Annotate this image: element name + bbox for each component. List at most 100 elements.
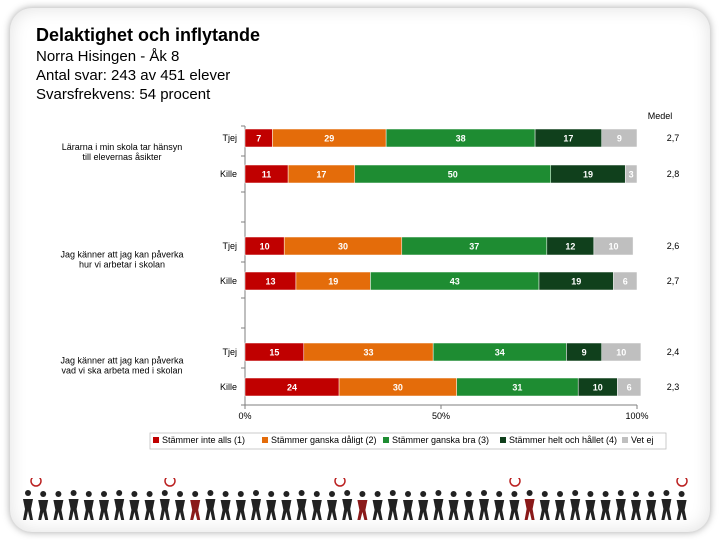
bar-segment [617,377,642,397]
bar-value-label: 7 [256,134,261,144]
target-marker [509,478,521,487]
target-marker [676,478,688,487]
legend-label: Stämmer helt och hållet (4) [509,435,617,445]
person-silhouette [23,490,33,520]
person-silhouette [83,491,94,520]
legend-swatch [622,437,628,443]
bar-segment [593,236,634,256]
subtitle-school: Norra Hisingen - Åk 8 [36,48,180,65]
person-silhouette [296,490,307,520]
mean-value: 2,7 [667,133,680,143]
person-silhouette [585,491,596,520]
bar-value-label: 19 [571,277,581,287]
person-silhouette [327,491,337,520]
target-marker [334,478,346,487]
person-silhouette [676,491,687,520]
question-label: vad vi ska arbeta med i skolan [61,366,182,376]
person-silhouette [570,490,581,520]
row-label-tjej: Tjej [222,133,237,143]
person-silhouette [311,491,322,520]
bar-value-label: 33 [363,348,373,358]
legend-swatch [383,437,389,443]
legend-label: Stämmer inte alls (1) [162,435,245,445]
person-silhouette [38,491,49,520]
person-silhouette [479,490,489,520]
legend-box [149,432,667,450]
medel-header: Medel [648,111,673,121]
person-silhouette [220,491,231,520]
person-silhouette [661,490,672,520]
person-silhouette [600,491,611,520]
bar-value-label: 17 [316,170,326,180]
person-silhouette [235,491,246,520]
stacked-bar-chart: 0% 50% 100% Medel Lärarna i min skola tar hä… [60,111,680,450]
bar-value-label: 19 [583,170,593,180]
bar-value-label: 38 [456,134,466,144]
legend-label: Stämmer ganska dåligt (2) [271,435,377,445]
person-silhouette [448,491,459,520]
bar-value-label: 12 [565,242,575,252]
person-silhouette [509,491,520,520]
question-label: Jag känner att jag kan påverka [60,356,183,366]
bar-segment [601,342,642,362]
bar-segment [624,164,638,184]
person-silhouette [418,491,429,520]
question-label: Lärarna i min skola tar hänsyn [62,142,183,152]
bar-value-label: 15 [269,348,279,358]
mean-value: 2,3 [667,382,680,392]
row-label-tjej: Tjej [222,241,237,251]
bar-value-label: 17 [563,134,573,144]
person-silhouette [372,491,383,520]
person-silhouette [53,491,64,520]
slide: Delaktighet och inflytande Norra Hisinge… [10,8,710,532]
bar-value-label: 24 [287,383,297,393]
footer-decoration [23,478,688,520]
x-tick-label: 100% [625,411,648,421]
person-silhouette [539,491,550,520]
target-marker [164,478,176,487]
legend-label: Vet ej [631,435,654,445]
person-silhouette [555,491,565,520]
bar-value-label: 37 [469,242,479,252]
row-label-tjej: Tjej [222,347,237,357]
question-label: Jag känner att jag kan påverka [60,250,183,260]
bar-value-label: 9 [582,348,587,358]
question-label: till elevernas åsikter [82,152,161,162]
person-silhouette [99,491,109,520]
person-silhouette [646,491,657,520]
person-silhouette [129,491,140,520]
person-silhouette [403,491,413,520]
legend-swatch [262,437,268,443]
person-silhouette [357,491,368,520]
bar-value-label: 11 [262,170,272,180]
bar-value-label: 6 [623,277,628,287]
bar-value-label: 13 [265,277,275,287]
person-silhouette [433,490,444,520]
person-silhouette [205,490,216,520]
bar-value-label: 6 [627,383,632,393]
legend-swatch [153,437,159,443]
bar-value-label: 9 [617,134,622,144]
person-silhouette [524,490,535,520]
row-label-kille: Kille [220,169,237,179]
legend-swatch [500,437,506,443]
target-marker [30,478,42,487]
person-silhouette [68,490,79,520]
bar-value-label: 30 [338,242,348,252]
bar-value-label: 43 [450,277,460,287]
person-silhouette [631,491,641,520]
bar-value-label: 34 [495,348,505,358]
row-label-kille: Kille [220,276,237,286]
person-silhouette [251,490,261,520]
subtitle-responses: Antal svar: 243 av 451 elever [36,67,231,84]
mean-value: 2,8 [667,169,680,179]
legend-label: Stämmer ganska bra (3) [392,435,489,445]
people-silhouettes-decoration [23,478,688,520]
page-title: Delaktighet och inflytande [36,25,261,45]
mean-value: 2,4 [667,347,680,357]
bar-value-label: 10 [608,242,618,252]
bar-value-label: 10 [260,242,270,252]
person-silhouette [494,491,505,520]
bar-segment [601,128,638,148]
x-tick-label: 50% [432,411,450,421]
